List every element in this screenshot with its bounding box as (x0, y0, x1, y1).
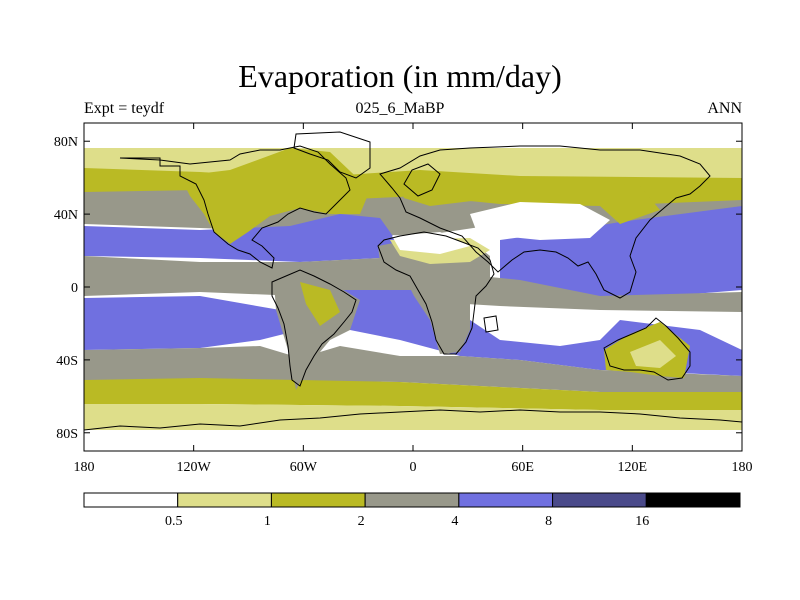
field-south-grey-band (84, 346, 742, 392)
coast-scandinavia (403, 163, 441, 197)
season-label: ANN (707, 100, 742, 117)
longitude-axis: 180 120W 60W 0 60E 120E 180 (74, 123, 753, 475)
field-indian-pacific-blue (500, 206, 742, 300)
colorbar-swatch (270, 492, 366, 508)
lat-tick-label: 80N (54, 135, 78, 150)
field-amazon-patch (300, 282, 340, 326)
coast-north-america (119, 145, 351, 269)
field-south-olive-band (84, 378, 742, 412)
experiment-label: Expt = teydf (84, 100, 165, 117)
colorbar-label: 8 (545, 514, 552, 529)
lon-tick-label: 60E (511, 460, 534, 475)
lat-tick-label: 40N (54, 208, 78, 223)
field-central-asia-dry (470, 202, 610, 240)
coast-eurasia (379, 145, 711, 299)
colorbar-label: 0.5 (165, 514, 183, 529)
coastlines (84, 131, 742, 431)
plot-title: Evaporation (in mm/day) (238, 58, 562, 94)
field-south-america (274, 270, 360, 390)
colorbar-swatch (177, 492, 272, 508)
coast-australia (603, 317, 691, 381)
colorbar-swatch (552, 492, 647, 508)
field-north-pacific-blue (84, 214, 400, 262)
colorbar: 0.5 1 2 4 8 16 (83, 492, 741, 529)
lat-tick-label: 80S (56, 427, 78, 442)
coast-antarctica (84, 409, 742, 431)
lat-tick-label: 40S (56, 354, 78, 369)
field-north-america (180, 148, 370, 244)
lon-tick-label: 120E (618, 460, 648, 475)
coast-greenland (293, 131, 371, 179)
lon-tick-label: 180 (74, 460, 95, 475)
colorbar-swatch (83, 492, 179, 508)
evaporation-field (84, 123, 742, 451)
colorbar-swatch (364, 492, 460, 508)
colorbar-swatch (458, 492, 554, 508)
colorbar-label: 1 (264, 514, 271, 529)
field-south-pacific-blue (84, 296, 300, 350)
colorbar-swatch (645, 492, 741, 508)
field-eurasia-olive (400, 176, 660, 224)
field-australia-interior (630, 340, 676, 368)
lon-tick-label: 0 (410, 460, 417, 475)
lon-tick-label: 60W (290, 460, 318, 475)
lon-tick-label: 120W (177, 460, 212, 475)
timeslice-label: 025_6_MaBP (355, 100, 445, 117)
latitude-axis: 80N 40N 0 40S 80S (54, 135, 742, 442)
coast-madagascar (483, 315, 499, 333)
colorbar-label: 4 (451, 514, 458, 529)
coast-south-america (271, 269, 357, 387)
coast-africa (377, 231, 495, 355)
lon-tick-label: 180 (732, 460, 753, 475)
colorbar-label: 16 (635, 514, 649, 529)
lat-tick-label: 0 (71, 281, 78, 296)
field-africa (378, 238, 490, 354)
field-antarctica (84, 430, 742, 451)
colorbar-label: 2 (358, 514, 365, 529)
